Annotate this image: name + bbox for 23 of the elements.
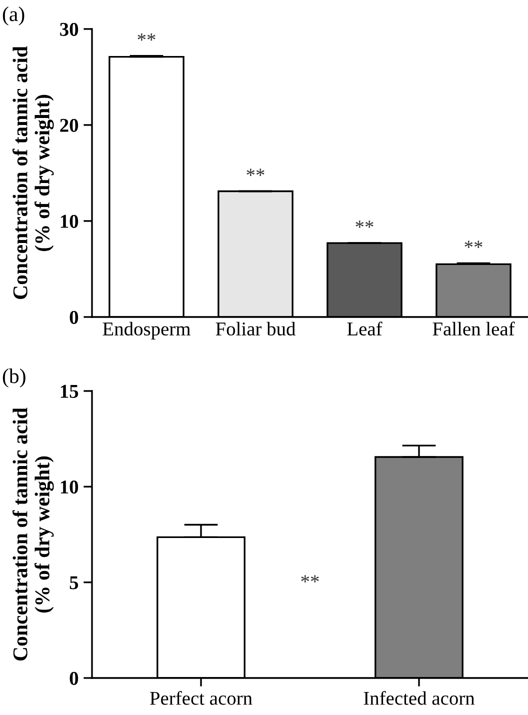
annotation: **: [301, 575, 319, 582]
annotation: **: [464, 240, 482, 248]
annotation: **: [138, 33, 156, 41]
y-tick-label: 5: [70, 576, 78, 590]
y-tick-label: 15: [60, 384, 78, 398]
y-tick-label: 20: [60, 118, 78, 132]
x-tick-label: Perfect acorn: [150, 690, 252, 705]
y-axis-title: Concentration of tannic acid (% of dry weight): [12, 408, 54, 660]
x-tick-label: Endosperm: [102, 322, 190, 340]
chart-title: (a): [2, 6, 24, 26]
y-tick-label: 0: [70, 310, 78, 324]
y-tick-label: 30: [60, 22, 78, 36]
x-tick-label: Foliar bud: [216, 322, 296, 336]
y-tick-label: 10: [60, 214, 78, 228]
x-tick-label: Infected acorn: [364, 690, 475, 705]
y-tick-label: 0: [70, 672, 78, 685]
x-tick-label: Leaf: [347, 322, 382, 336]
chart-title: (b): [2, 368, 26, 388]
annotation: **: [246, 168, 264, 176]
x-tick-label: Fallen leaf: [432, 322, 515, 336]
annotation: **: [356, 220, 374, 228]
y-tick-label: 10: [60, 480, 78, 494]
y-axis-title: Concentration of tannic acid (% of dry weight): [12, 46, 54, 299]
